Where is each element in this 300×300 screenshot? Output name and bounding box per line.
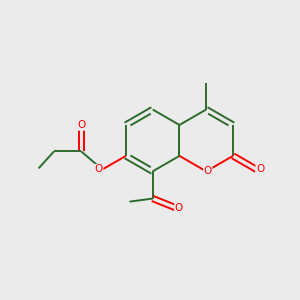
Text: O: O [95,164,103,175]
Text: O: O [204,166,212,176]
Text: O: O [175,203,183,213]
Text: O: O [256,164,264,175]
Text: O: O [77,120,85,130]
